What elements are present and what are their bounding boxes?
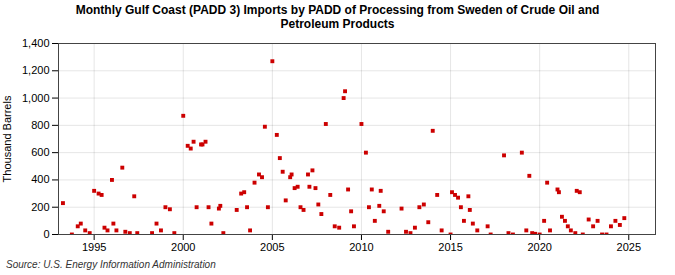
svg-text:2020: 2020	[527, 241, 551, 253]
svg-text:0: 0	[43, 228, 49, 240]
svg-text:2015: 2015	[438, 241, 462, 253]
svg-text:1995: 1995	[82, 241, 106, 253]
svg-text:400: 400	[31, 173, 49, 185]
svg-text:2025: 2025	[617, 241, 641, 253]
svg-text:Thousand Barrels: Thousand Barrels	[1, 95, 13, 182]
html-text:Source: U.S. Energy Informatio: Source: U.S. Energy Information Administ…	[6, 259, 216, 270]
svg-text:800: 800	[31, 119, 49, 131]
svg-text:600: 600	[31, 146, 49, 158]
svg-text:2000: 2000	[171, 241, 195, 253]
svg-text:200: 200	[31, 201, 49, 213]
html-text:Monthly Gulf Coast (PADD 3) Im: Monthly Gulf Coast (PADD 3) Imports by P…	[75, 3, 600, 31]
svg-text:1,400: 1,400	[22, 37, 50, 49]
svg-text:1,000: 1,000	[22, 92, 50, 104]
svg-text:2010: 2010	[349, 241, 373, 253]
svg-text:1,200: 1,200	[22, 64, 50, 76]
svg-text:2005: 2005	[260, 241, 284, 253]
